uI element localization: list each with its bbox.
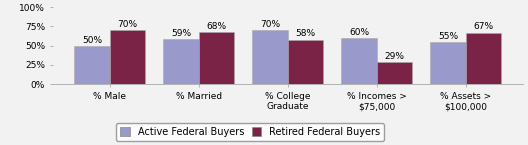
Bar [199, 32, 234, 84]
Text: 60%: 60% [349, 28, 369, 37]
Bar [341, 38, 377, 84]
Legend: Active Federal Buyers, Retired Federal Buyers: Active Federal Buyers, Retired Federal B… [116, 123, 384, 141]
Bar [430, 42, 466, 84]
Text: 59%: 59% [171, 29, 191, 38]
Text: 68%: 68% [206, 22, 227, 31]
Text: 29%: 29% [384, 52, 404, 61]
Bar [252, 30, 288, 84]
Bar [163, 39, 199, 84]
Bar [377, 62, 412, 84]
Text: 55%: 55% [438, 32, 458, 41]
Bar [466, 33, 502, 84]
Bar [288, 40, 323, 84]
Text: 70%: 70% [118, 20, 138, 29]
Bar [74, 46, 110, 84]
Bar [110, 30, 145, 84]
Text: 70%: 70% [260, 20, 280, 29]
Text: 58%: 58% [296, 29, 316, 38]
Text: 50%: 50% [82, 36, 102, 45]
Text: 67%: 67% [474, 22, 494, 31]
